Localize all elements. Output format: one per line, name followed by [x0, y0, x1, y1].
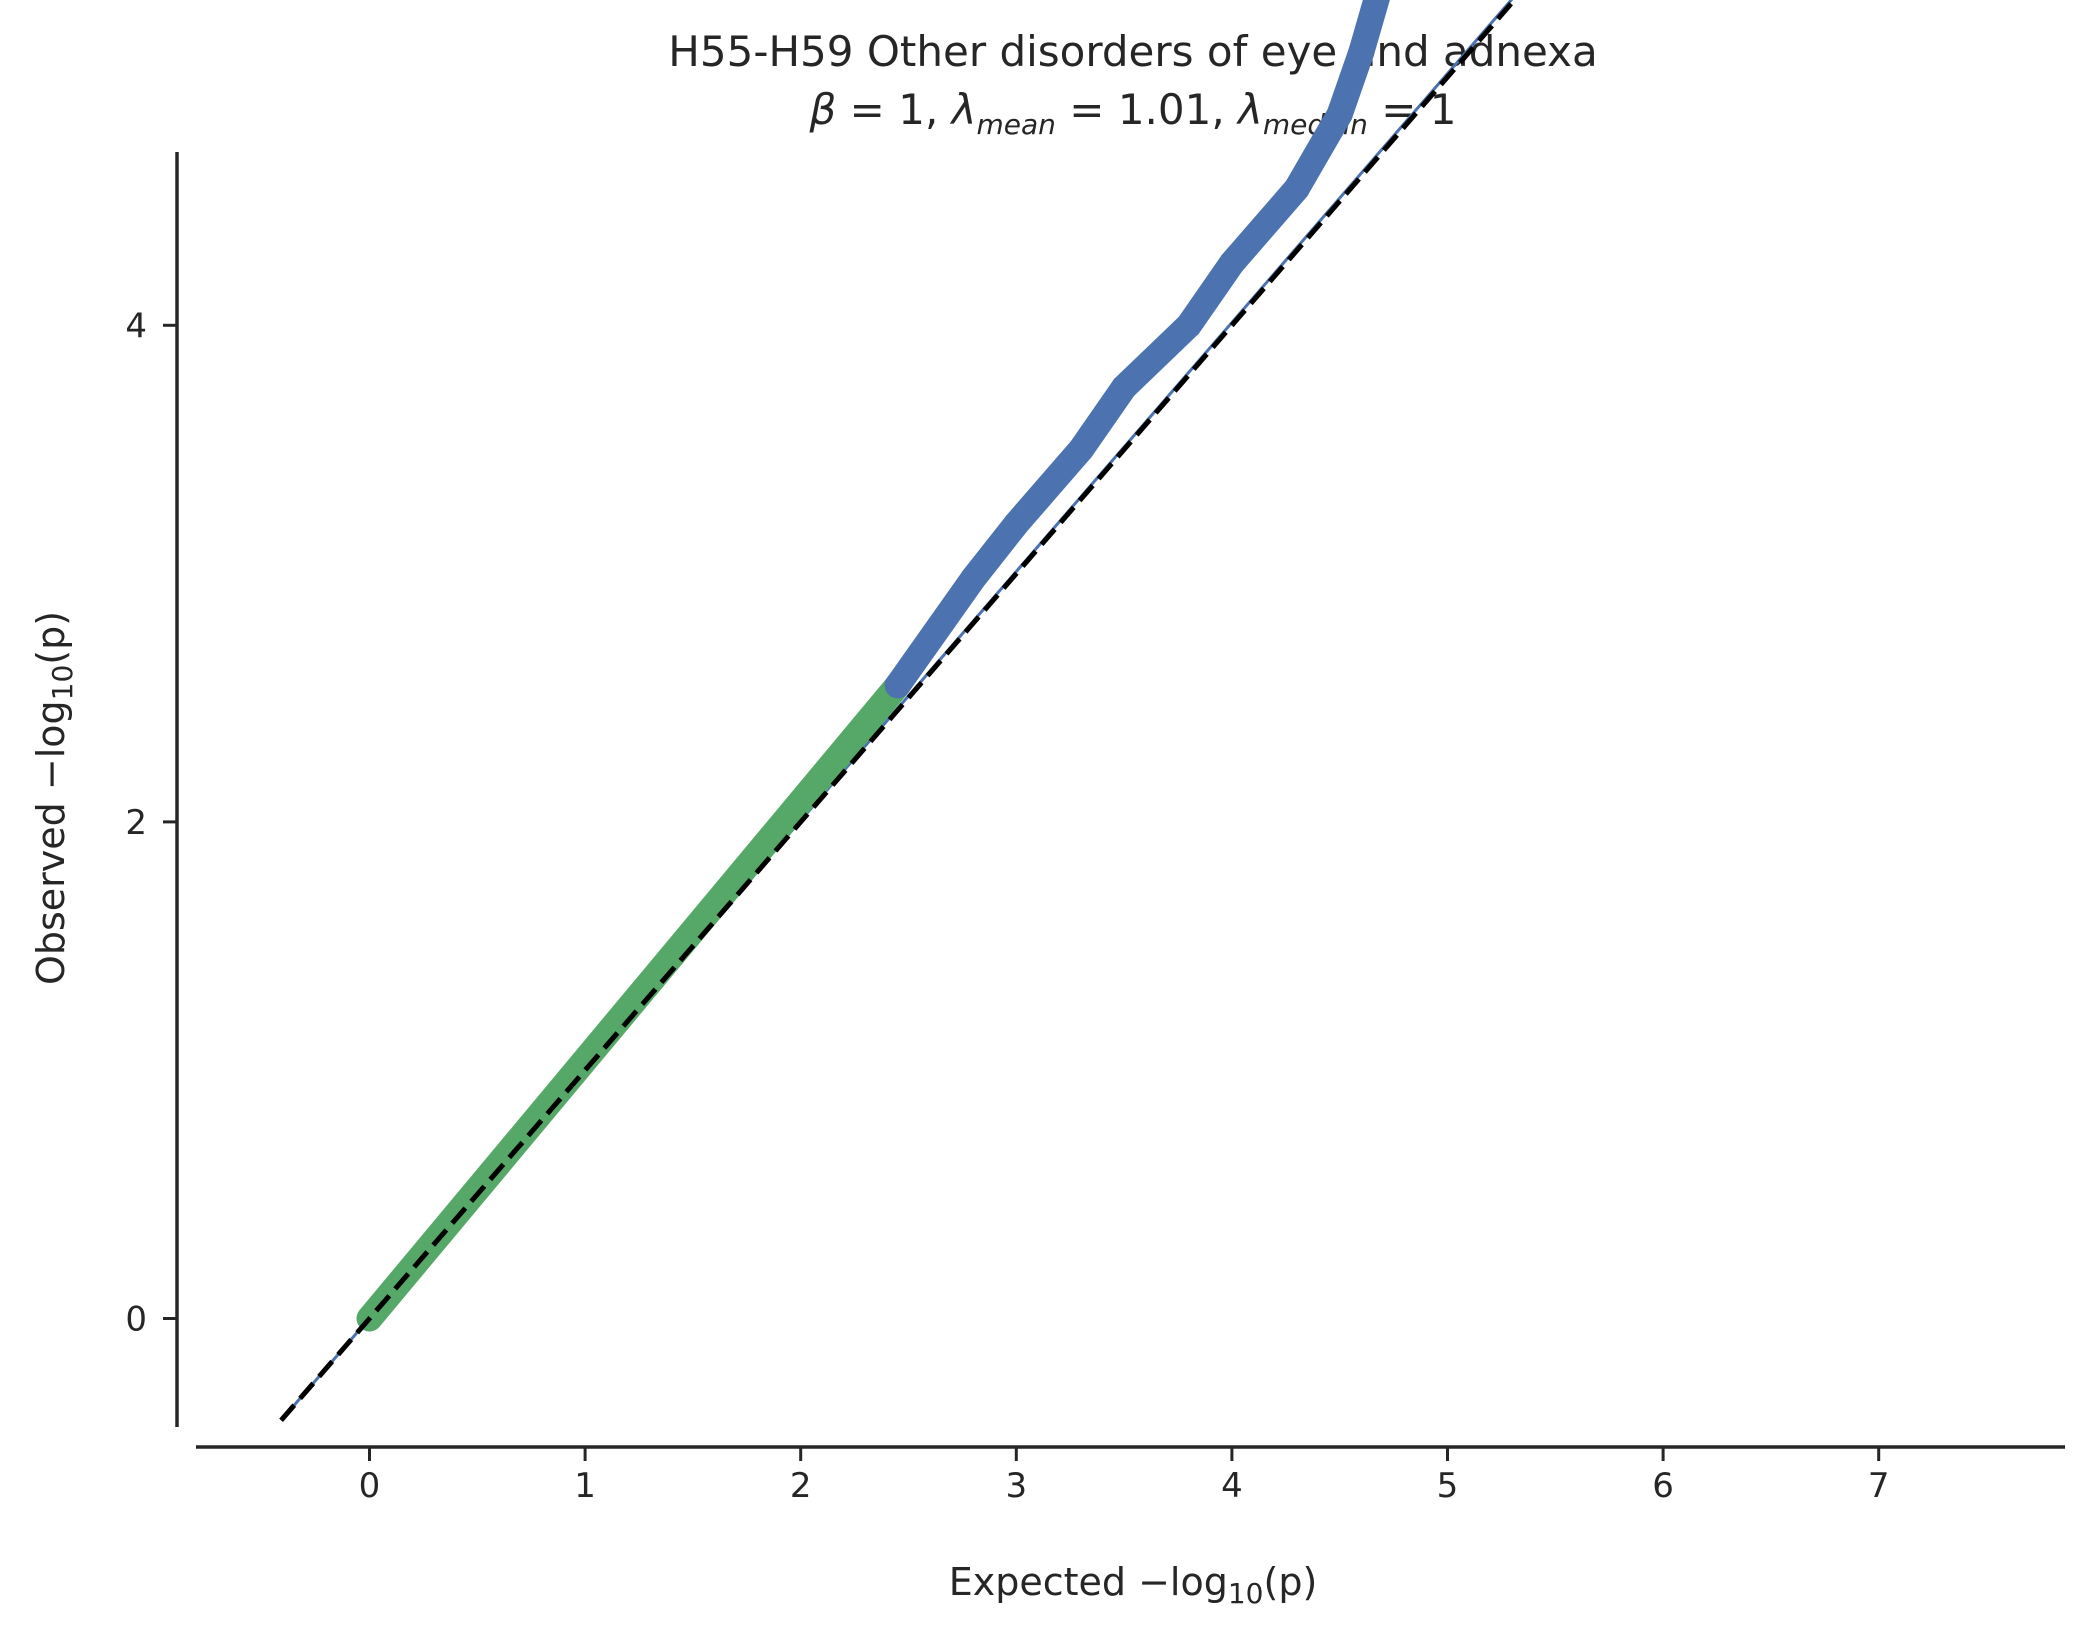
x-tick-label: 3	[1005, 1466, 1027, 1506]
lambda-median-symbol: λ	[1236, 85, 1263, 134]
y-tick-label: 4	[125, 306, 147, 346]
blue-point	[1111, 374, 1138, 401]
beta-symbol: β	[808, 85, 836, 134]
blue-point	[960, 565, 987, 592]
x-axis-ticks: 0 1 2 3 4 5 6 7	[359, 1447, 1890, 1506]
green-points-band	[356, 672, 911, 1332]
x-tick-label: 5	[1437, 1466, 1459, 1506]
y-tick-label: 2	[125, 803, 147, 843]
chart-title: H55-H59 Other disorders of eye and adnex…	[668, 27, 1597, 76]
blue-point	[1283, 175, 1310, 202]
blue-point	[1348, 39, 1375, 66]
lambda-mean-value: 1.01	[1118, 85, 1212, 134]
blue-point	[1326, 101, 1353, 128]
x-axis-label: Expected −log10(p)	[949, 1560, 1318, 1610]
blue-point	[1218, 250, 1245, 277]
x-tick-label: 4	[1221, 1466, 1243, 1506]
y-axis-label: Observed −log10(p)	[29, 611, 79, 985]
x-tick-label: 2	[790, 1466, 812, 1506]
blue-reference-line	[279, 0, 1514, 1422]
y-axis-ticks: 02468	[125, 306, 177, 1340]
lambda-mean-symbol: λ	[950, 85, 977, 134]
chart-subtitle: β = 1, λmean = 1.01, λmedian = 1	[808, 85, 1456, 141]
y-tick-label: 0	[125, 1300, 147, 1340]
x-tick-label: 0	[359, 1466, 381, 1506]
lambda-mean-subscript: mean	[977, 108, 1056, 141]
blue-point	[1067, 436, 1094, 463]
expected-reference-line	[279, 0, 1518, 1422]
blue-point	[884, 672, 911, 699]
x-tick-label: 7	[1868, 1466, 1890, 1506]
x-tick-label: 6	[1652, 1466, 1674, 1506]
beta-value: 1	[898, 85, 925, 134]
plot-area	[279, 0, 1518, 1422]
blue-points-curve	[884, 0, 1390, 699]
blue-point	[1003, 510, 1030, 537]
blue-point	[1175, 312, 1202, 339]
x-tick-label: 1	[574, 1466, 596, 1506]
